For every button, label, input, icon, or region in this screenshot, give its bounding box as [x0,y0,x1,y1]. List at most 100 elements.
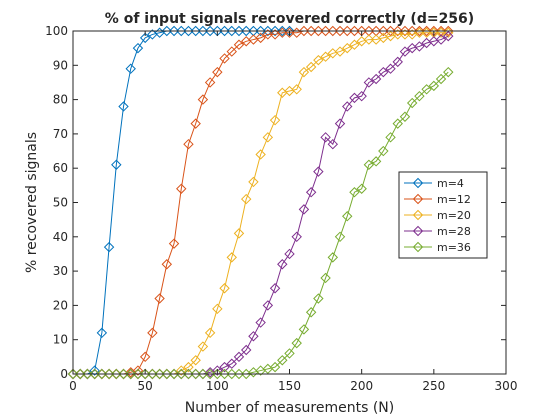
data-point [356,183,367,194]
legend-item-m=36: m=36 [404,241,471,254]
data-point [327,25,339,37]
data-point [147,327,158,339]
data-point [103,241,115,253]
data-point [342,101,353,112]
data-point [197,25,209,37]
data-point [248,176,259,188]
legend-label: m=36 [437,241,471,254]
data-point [255,32,266,44]
chart-title: % of input signals recovered correctly (… [105,11,474,27]
data-point [154,293,165,304]
data-point [291,231,302,243]
data-point [161,259,173,270]
legend-item-m=4: m=4 [404,177,464,190]
data-point [190,355,201,366]
y-tick-label: 80 [53,93,68,107]
data-point [370,73,382,85]
legend-item-m=20: m=20 [404,209,471,222]
data-point [219,361,230,373]
data-point [291,337,302,349]
data-point [363,34,375,45]
y-tick-label: 40 [53,230,68,244]
data-point [334,231,346,243]
data-point [414,25,425,37]
data-point [132,42,144,54]
data-point [161,25,173,37]
data-point [212,365,223,376]
data-point [262,132,274,143]
data-point [334,118,346,129]
data-point [406,97,418,109]
data-point [212,303,223,315]
data-point [443,30,454,42]
legend-marker [412,209,424,221]
data-point [305,25,317,37]
data-point [334,25,346,37]
data-point [435,73,447,85]
data-point [183,361,194,373]
data-point [176,368,187,380]
data-point [327,252,339,263]
data-point [154,368,165,380]
data-point [103,368,115,380]
data-point [67,368,79,380]
y-tick-label: 10 [53,333,68,347]
legend-label: m=4 [437,177,464,190]
y-tick-label: 100 [45,24,68,38]
data-point [139,32,151,44]
data-point [378,25,389,37]
y-tick-label: 0 [60,367,68,381]
data-point [399,46,411,57]
data-point [342,211,353,222]
y-axis-label: % recovered signals [24,132,40,273]
data-point [226,368,237,380]
data-point [305,61,317,73]
data-point [176,365,187,376]
data-point [349,187,360,198]
data-point [414,90,425,102]
data-point [132,365,144,376]
x-axis-label: Number of measurements (N) [185,400,394,416]
data-point [183,138,194,150]
data-point [197,341,209,352]
legend-marker [412,225,424,237]
data-point [298,324,310,335]
data-point [305,307,317,318]
data-point [262,25,274,37]
data-point [320,25,331,37]
data-point [183,25,194,37]
y-tick-label: 90 [53,58,68,72]
data-point [75,368,86,380]
legend-label: m=28 [437,225,471,238]
data-point [349,25,360,37]
x-tick-label: 100 [206,379,229,393]
data-point [125,63,136,74]
data-point [277,259,288,270]
data-point [435,34,447,45]
x-tick-label: 200 [350,379,373,393]
data-point [204,25,216,37]
series-m=36 [67,66,454,380]
data-point [168,25,180,37]
data-point [443,25,454,37]
y-tick-label: 70 [53,127,68,141]
data-point [219,25,230,37]
data-point [233,228,245,239]
data-point [96,327,108,339]
data-point [204,77,216,88]
data-point [240,344,252,356]
data-point [190,25,201,37]
data-point [204,368,216,380]
x-tick-label: 300 [495,379,518,393]
data-point [233,39,245,50]
data-point [132,368,144,380]
data-point [349,39,360,50]
data-point [168,238,180,249]
data-point [118,368,129,380]
data-point [161,368,173,380]
data-point [248,331,259,342]
data-point [428,80,440,92]
data-point [313,54,324,66]
data-point [269,114,281,126]
